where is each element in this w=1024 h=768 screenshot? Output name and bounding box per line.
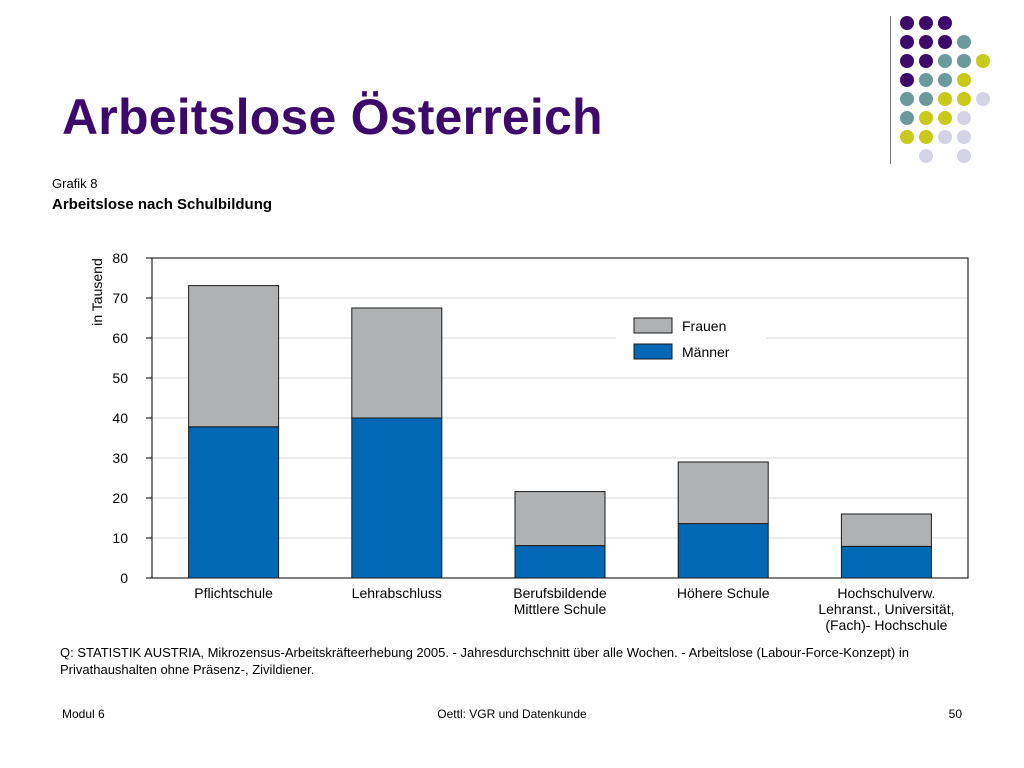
y-tick-label: 60: [112, 330, 128, 346]
bar-frauen: [188, 285, 280, 428]
decorative-dot: [900, 16, 914, 30]
decorative-dot: [957, 54, 971, 68]
decorative-dot: [938, 16, 952, 30]
bar-frauen: [514, 491, 606, 547]
figure-label: Grafik 8: [52, 176, 98, 191]
decorative-dot: [957, 130, 971, 144]
x-category-label: (Fach)- Hochschule: [825, 617, 947, 633]
decorative-dot: [900, 35, 914, 49]
title-divider-line: [890, 16, 891, 164]
decorative-dot: [900, 111, 914, 125]
footer-page-number: 50: [948, 707, 962, 721]
y-tick-label: 50: [112, 370, 128, 386]
x-category-label: Pflichtschule: [194, 585, 273, 601]
x-category-label: Lehranst., Universität,: [818, 601, 954, 617]
bar-maenner: [514, 545, 606, 579]
decorative-dot: [900, 130, 914, 144]
y-tick-label: 70: [112, 290, 128, 306]
decorative-dot: [957, 35, 971, 49]
y-tick-label: 0: [120, 570, 128, 586]
y-tick-label: 40: [112, 410, 128, 426]
decorative-dot: [938, 54, 952, 68]
y-tick-label: 20: [112, 490, 128, 506]
y-tick-label: 80: [112, 250, 128, 266]
x-category-label: Höhere Schule: [677, 585, 770, 601]
legend-swatch-maenner: [633, 343, 673, 360]
bar-maenner: [351, 417, 443, 579]
decorative-dot: [900, 92, 914, 106]
decorative-dot: [976, 92, 990, 106]
bar-maenner: [677, 523, 769, 579]
decorative-dot: [919, 54, 933, 68]
decorative-dot: [919, 149, 933, 163]
decorative-dot: [957, 92, 971, 106]
y-axis-label: in Tausend: [89, 258, 105, 325]
stacked-bar-chart: 0 10 20 30 40 50 60 70 80 in Tausend Pflichtschule…: [89, 250, 969, 633]
decorative-dot: [900, 54, 914, 68]
slide-title: Arbeitslose Österreich: [62, 89, 603, 145]
x-category-label: Berufsbildende: [513, 585, 607, 601]
x-category-label: Lehrabschluss: [352, 585, 442, 601]
decorative-dot: [938, 111, 952, 125]
decorative-dot: [919, 92, 933, 106]
decorative-dot: [919, 73, 933, 87]
decorative-dot: [938, 92, 952, 106]
decorative-dot: [919, 16, 933, 30]
decorative-dot: [900, 73, 914, 87]
x-category-label: Hochschulverw.: [837, 585, 935, 601]
decorative-dot: [957, 111, 971, 125]
bar-maenner: [840, 545, 932, 579]
decorative-dot: [919, 35, 933, 49]
bar-frauen: [840, 513, 932, 547]
bar-frauen: [677, 461, 769, 525]
legend-swatch-frauen: [633, 317, 673, 334]
decorative-dot: [919, 130, 933, 144]
decorative-dot: [976, 54, 990, 68]
footer-author: Oettl: VGR und Datenkunde: [437, 707, 587, 721]
bar-maenner: [188, 426, 280, 579]
x-category-label: Mittlere Schule: [514, 601, 607, 617]
decorative-dot: [919, 111, 933, 125]
legend-label-frauen: Frauen: [682, 318, 726, 334]
legend-label-maenner: Männer: [682, 344, 730, 360]
source-note: Q: STATISTIK AUSTRIA, Mikrozensus-Arbeit…: [60, 645, 909, 677]
footer-module: Modul 6: [62, 707, 105, 721]
chart-title: Arbeitslose nach Schulbildung: [52, 196, 273, 213]
decorative-dot: [957, 73, 971, 87]
decorative-dot: [938, 35, 952, 49]
decorative-dot: [938, 130, 952, 144]
decorative-dot: [938, 73, 952, 87]
decorative-dot: [957, 149, 971, 163]
y-tick-label: 30: [112, 450, 128, 466]
bar-frauen: [351, 307, 443, 419]
y-tick-label: 10: [112, 530, 128, 546]
